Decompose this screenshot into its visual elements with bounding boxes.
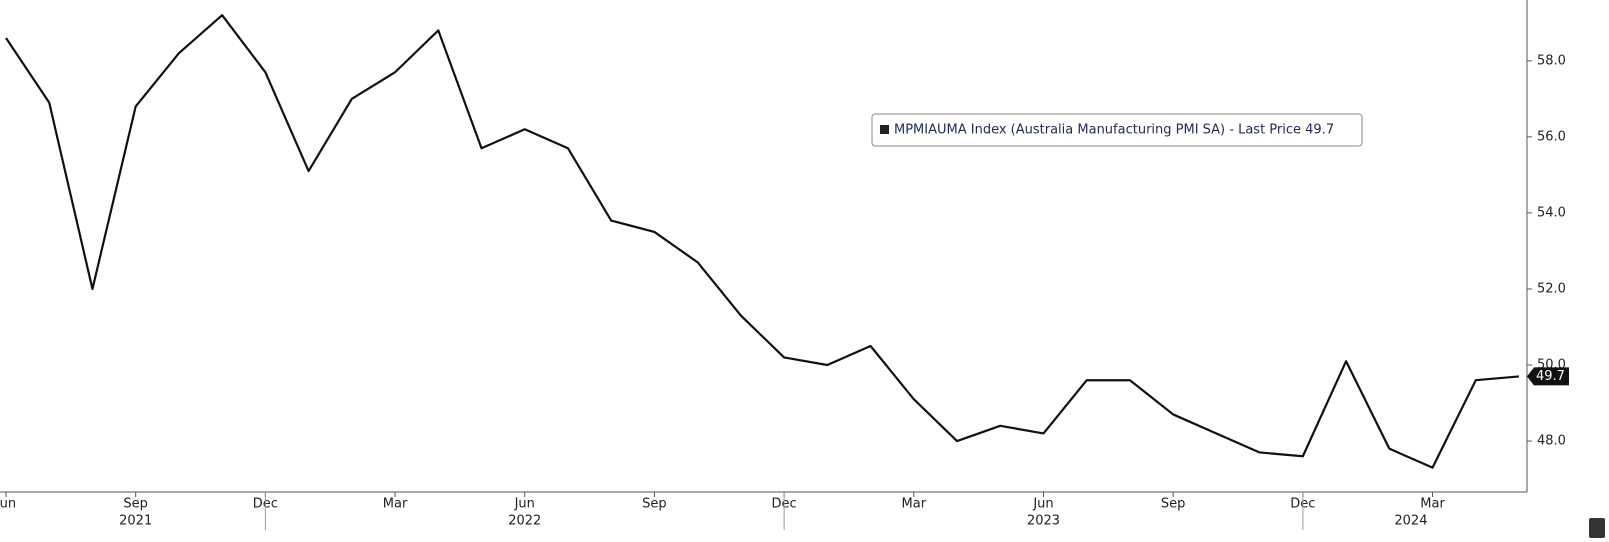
y-tick-label: 54.0	[1537, 205, 1566, 220]
year-label: 2023	[1027, 514, 1060, 529]
last-price-label: 49.7	[1536, 369, 1565, 384]
x-tick-label: Sep	[123, 497, 148, 512]
year-label: 2021	[119, 514, 152, 529]
y-tick-label: 56.0	[1537, 129, 1566, 144]
x-tick-label: Mar	[902, 497, 927, 512]
x-tick-label: Sep	[642, 497, 667, 512]
x-tick-label: Sep	[1161, 497, 1186, 512]
year-label: 2024	[1394, 514, 1427, 529]
legend-swatch	[880, 125, 889, 134]
x-tick-label: Mar	[383, 497, 408, 512]
legend-text: MPMIAUMA Index (Australia Manufacturing …	[894, 123, 1334, 138]
y-tick-label: 48.0	[1537, 434, 1566, 449]
y-tick-label: 58.0	[1537, 53, 1566, 68]
x-tick-label: Mar	[1420, 497, 1445, 512]
y-tick-label: 52.0	[1537, 281, 1566, 296]
corner-icon	[1589, 518, 1605, 538]
year-label: 2022	[508, 514, 541, 529]
x-tick-label: Jun	[0, 497, 16, 512]
x-tick-label: Jun	[514, 497, 535, 512]
line-series	[5, 14, 1520, 469]
last-price-tag	[1527, 367, 1569, 386]
x-tick-label: Jun	[1032, 497, 1053, 512]
legend-box	[871, 113, 1363, 147]
legend: MPMIAUMA Index (Australia Manufacturing …	[871, 113, 1363, 147]
